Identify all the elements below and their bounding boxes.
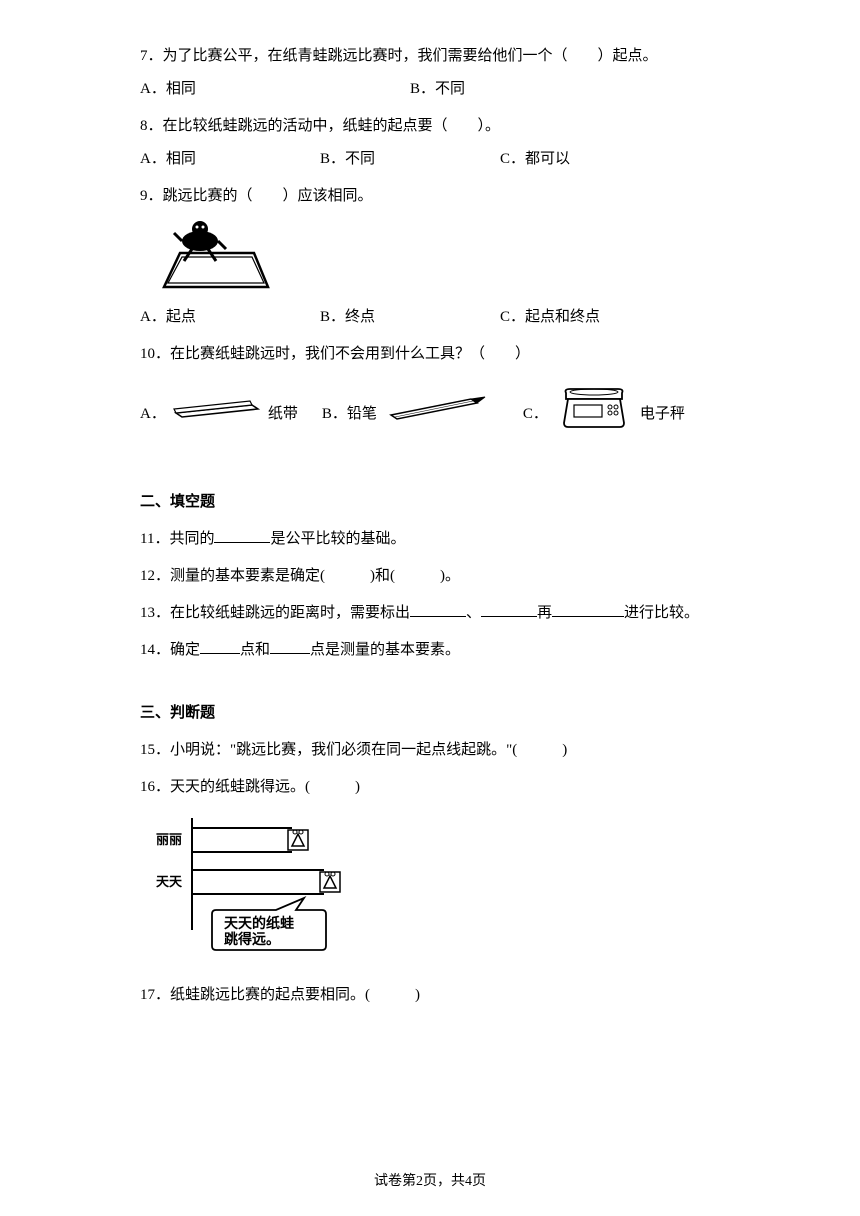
q12-text: 12．测量的基本要素是确定( )和( )。	[140, 568, 460, 584]
q10-b-text: B．铅笔	[322, 398, 377, 431]
question-9: 9．跳远比赛的（ ）应该相同。 A．起点 B．终点 C．起点和终点	[140, 180, 740, 334]
q14-post: 点是测量的基本要素。	[310, 642, 460, 658]
paper-tape-icon	[172, 393, 262, 436]
section-3-title: 三、判断题	[140, 697, 740, 730]
q7-text: 7．为了比赛公平，在纸青蛙跳远比赛时，我们需要给他们一个（ ）起点。	[140, 40, 740, 73]
q10-c-label: 电子秤	[640, 398, 685, 431]
q10-text: 10．在比赛纸蛙跳远时，我们不会用到什么工具？（ ）	[140, 338, 740, 371]
q7-option-a: A．相同	[140, 73, 410, 106]
frog-race-figure-icon: 丽丽 天天 天天的纸蛙 跳得远。	[156, 810, 740, 973]
question-11: 11．共同的 是公平比较的基础。	[140, 523, 740, 556]
q10-option-b: B．铅笔	[322, 393, 499, 436]
q16-text: 16．天天的纸蛙跳得远。( )	[140, 779, 360, 795]
long-jump-figure-icon	[156, 217, 276, 297]
q13-post: 进行比较。	[624, 605, 699, 621]
lane-1-label: 丽丽	[156, 832, 182, 847]
q8-text: 8．在比较纸蛙跳远的活动中，纸蛙的起点要（ ）。	[140, 110, 740, 143]
q9-options: A．起点 B．终点 C．起点和终点	[140, 301, 740, 334]
pencil-icon	[383, 393, 493, 436]
q13-mid1: 、	[466, 605, 481, 621]
bubble-line-1: 天天的纸蛙	[224, 915, 294, 932]
q10-option-a: A． 纸带	[140, 393, 298, 436]
q14-mid: 点和	[240, 642, 270, 658]
q14-blank-2	[270, 638, 310, 654]
question-14: 14．确定 点和 点是测量的基本要素。	[140, 634, 740, 667]
question-7: 7．为了比赛公平，在纸青蛙跳远比赛时，我们需要给他们一个（ ）起点。 A．相同 …	[140, 40, 740, 106]
q10-option-c: C． 电子秤	[523, 383, 685, 446]
q9-text: 9．跳远比赛的（ ）应该相同。	[140, 180, 740, 213]
question-17: 17．纸蛙跳远比赛的起点要相同。( )	[140, 979, 740, 1012]
q7-option-b: B．不同	[410, 73, 465, 106]
q17-text: 17．纸蛙跳远比赛的起点要相同。( )	[140, 987, 420, 1003]
lane-2-label: 天天	[156, 874, 183, 889]
q8-option-a: A．相同	[140, 143, 320, 176]
q8-option-c: C．都可以	[500, 143, 570, 176]
q11-post: 是公平比较的基础。	[270, 531, 405, 547]
question-15: 15．小明说："跳远比赛，我们必须在同一起点线起跳。"( )	[140, 734, 740, 767]
q13-blank-1	[410, 601, 466, 617]
frog-1-icon	[288, 830, 308, 850]
question-13: 13．在比较纸蛙跳远的距离时，需要标出 、 再 进行比较。	[140, 597, 740, 630]
question-16: 16．天天的纸蛙跳得远。( ) 丽丽 天天	[140, 771, 740, 973]
frog-2-icon	[320, 872, 340, 892]
section-2-title: 二、填空题	[140, 486, 740, 519]
q11-pre: 11．共同的	[140, 531, 214, 547]
q15-text: 15．小明说："跳远比赛，我们必须在同一起点线起跳。"( )	[140, 742, 567, 758]
q8-options: A．相同 B．不同 C．都可以	[140, 143, 740, 176]
q9-option-c: C．起点和终点	[500, 301, 600, 334]
q14-blank-1	[200, 638, 240, 654]
q9-option-b: B．终点	[320, 301, 500, 334]
question-8: 8．在比较纸蛙跳远的活动中，纸蛙的起点要（ ）。 A．相同 B．不同 C．都可以	[140, 110, 740, 176]
q13-mid2: 再	[537, 605, 552, 621]
q10-options: A． 纸带 B．铅笔 C．	[140, 383, 740, 446]
page-footer: 试卷第2页，共4页	[0, 1167, 860, 1198]
q9-option-a: A．起点	[140, 301, 320, 334]
q10-c-prefix: C．	[523, 398, 548, 431]
q13-blank-3	[552, 601, 624, 617]
bubble-line-2: 跳得远。	[224, 931, 280, 948]
q13-blank-2	[481, 601, 537, 617]
electronic-scale-icon	[554, 383, 634, 446]
question-10: 10．在比赛纸蛙跳远时，我们不会用到什么工具？（ ） A． 纸带 B．铅笔	[140, 338, 740, 446]
q14-pre: 14．确定	[140, 642, 200, 658]
q7-options: A．相同 B．不同	[140, 73, 740, 106]
q10-a-label: 纸带	[268, 398, 298, 431]
q10-a-prefix: A．	[140, 398, 166, 431]
q11-blank	[214, 527, 270, 543]
question-12: 12．测量的基本要素是确定( )和( )。	[140, 560, 740, 593]
q13-pre: 13．在比较纸蛙跳远的距离时，需要标出	[140, 605, 410, 621]
q8-option-b: B．不同	[320, 143, 500, 176]
